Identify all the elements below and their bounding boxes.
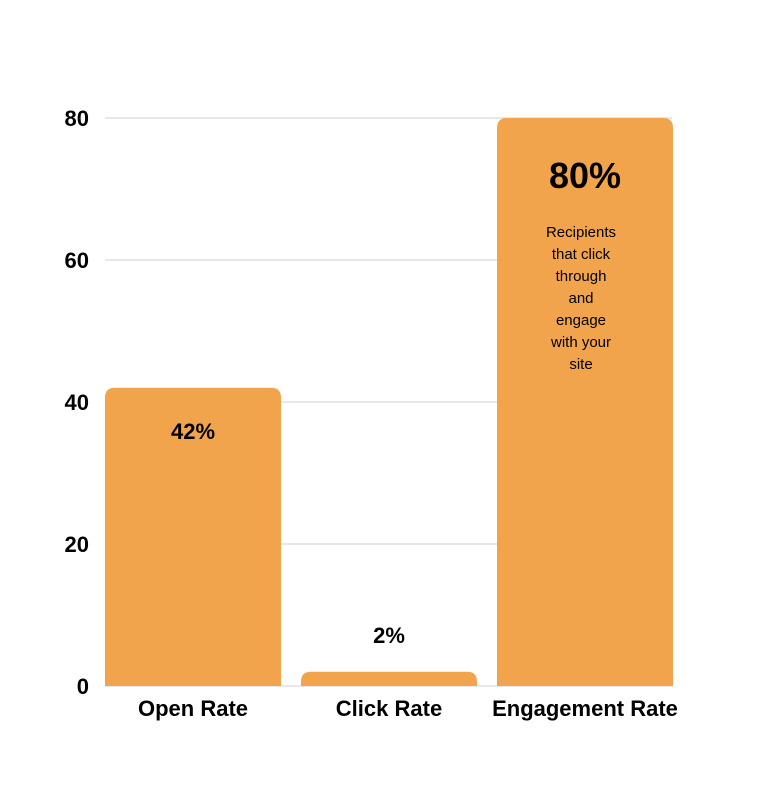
annotation-line: through xyxy=(556,268,607,285)
y-tick-label: 80 xyxy=(65,106,89,131)
annotation-line: that click xyxy=(552,246,611,263)
bar-click-rate xyxy=(301,671,477,686)
bar-open-rate xyxy=(105,387,281,686)
y-tick-label: 20 xyxy=(65,532,89,557)
y-tick-label: 60 xyxy=(65,248,89,273)
data-label: 42% xyxy=(171,419,215,444)
x-tick-label: Engagement Rate xyxy=(492,696,678,721)
data-labels: 42% 2% 80% Recipients that click through and en… xyxy=(171,155,621,648)
annotation-line: site xyxy=(569,356,592,373)
x-tick-label: Click Rate xyxy=(336,696,442,721)
data-label: 80% xyxy=(549,155,621,196)
annotation-line: and xyxy=(568,290,593,307)
bars xyxy=(105,118,673,686)
x-tick-label: Open Rate xyxy=(138,696,248,721)
y-axis-ticks: 0 20 40 60 80 xyxy=(65,106,89,699)
y-tick-label: 0 xyxy=(77,674,89,699)
x-axis-ticks: Open Rate Click Rate Engagement Rate xyxy=(138,696,678,721)
annotation-line: with your xyxy=(550,334,611,351)
data-label: 2% xyxy=(373,623,405,648)
annotation-line: engage xyxy=(556,312,606,329)
y-tick-label: 40 xyxy=(65,390,89,415)
annotation-line: Recipients xyxy=(546,224,616,241)
bar-engagement-rate xyxy=(497,118,673,686)
